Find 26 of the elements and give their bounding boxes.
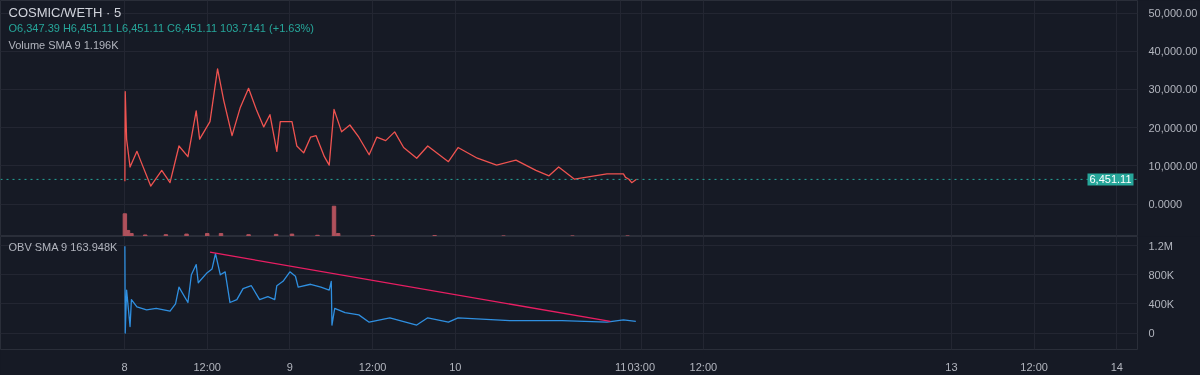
chart-title: COSMIC/WETH · 5 — [8, 4, 122, 20]
x-tick-label: 14 — [1110, 360, 1123, 373]
y-tick-label: 10,000.00 — [1148, 159, 1198, 172]
y-tick-label: 0.0000 — [1148, 198, 1183, 211]
x-tick-label: 12:00 — [1020, 360, 1048, 373]
x-tick-label: 8 — [121, 360, 128, 373]
x-tick-label: 10 — [449, 360, 462, 373]
y-tick-label: 30,000.00 — [1148, 83, 1198, 96]
text: O6,347.39 H6,451.11 L6,451.11 C6,451.11 103.7141 (+1.63%) — [8, 21, 314, 34]
chart-title: Volume SMA 9 1.196K — [8, 38, 120, 51]
x-tick-label: 12:00 — [358, 360, 387, 373]
y-tick-label: 20,000.00 — [1148, 121, 1198, 134]
x-tick-label: 12:00 — [689, 360, 718, 373]
chart-title: OBV SMA 9 163.948K — [8, 240, 119, 253]
y-tick-label: 400K — [1148, 297, 1175, 310]
x-tick-label: 11 — [614, 360, 627, 373]
y-tick-label: 0 — [1148, 327, 1155, 340]
x-tick-label: 9 — [286, 360, 293, 373]
y-tick-label: 40,000.00 — [1148, 45, 1198, 58]
y-tick-label: 50,000.00 — [1148, 7, 1198, 20]
y-tick-label: 1.2M — [1148, 239, 1173, 252]
ref-line-label: 6,451.11 — [1089, 173, 1132, 186]
y-tick-label: 800K — [1148, 268, 1175, 281]
x-tick-label: 13 — [945, 360, 958, 373]
x-tick-label: 12:00 — [193, 360, 221, 373]
x-tick-label: 03:00 — [627, 360, 656, 373]
